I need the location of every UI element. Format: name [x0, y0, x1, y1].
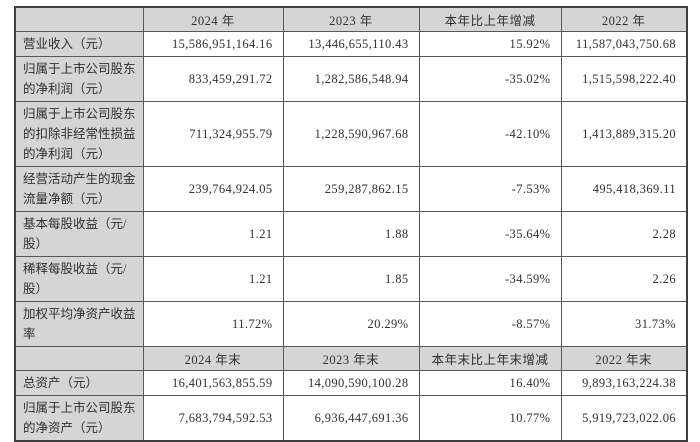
value-2022: 5,919,723,022.06 — [560, 395, 688, 442]
row-label: 经营活动产生的现金流量净额（元） — [14, 166, 144, 212]
value-2022: 2.28 — [560, 211, 688, 257]
value-change: 10.77% — [418, 395, 562, 442]
value-2024: 1.21 — [142, 211, 284, 257]
value-2023: 1.85 — [282, 256, 420, 302]
value-2023: 1,228,590,967.68 — [282, 101, 420, 167]
column-header-2022: 2022 年 — [560, 6, 688, 32]
column-header-2023-end: 2023 年末 — [282, 346, 420, 371]
row-label: 总资产（元） — [14, 370, 144, 396]
table-row-diluted-eps: 稀释每股收益（元/股） 1.21 1.85 -34.59% 2.26 — [14, 256, 688, 302]
value-2022: 11,587,043,750.68 — [560, 31, 688, 57]
value-2023: 1,282,586,548.94 — [282, 56, 420, 102]
value-2022: 495,418,369.11 — [560, 166, 688, 212]
row-label: 归属于上市公司股东的扣除非经常性损益的净利润（元） — [14, 101, 144, 167]
value-change: -34.59% — [418, 256, 562, 302]
financial-summary-table: 2024 年 2023 年 本年比上年增减 2022 年 营业收入（元） 15,… — [14, 6, 688, 442]
column-header-yearend-change: 本年末比上年末增减 — [418, 346, 562, 371]
value-change: -35.02% — [418, 56, 562, 102]
value-change: -7.53% — [418, 166, 562, 212]
header-row-annual: 2024 年 2023 年 本年比上年增减 2022 年 — [14, 6, 688, 32]
column-header-2024: 2024 年 — [142, 6, 284, 32]
value-2022: 1,413,889,315.20 — [560, 101, 688, 167]
value-2024: 239,764,924.05 — [142, 166, 284, 212]
header-row-year-end: 2024 年末 2023 年末 本年末比上年末增减 2022 年末 — [14, 346, 688, 371]
row-label: 归属于上市公司股东的净资产（元） — [14, 395, 144, 442]
table-row-basic-eps: 基本每股收益（元/股） 1.21 1.88 -35.64% 2.28 — [14, 211, 688, 257]
value-2022: 31.73% — [560, 301, 688, 347]
value-2024: 16,401,563,855.59 — [142, 370, 284, 396]
value-2023: 14,090,590,100.28 — [282, 370, 420, 396]
table-row-revenue: 营业收入（元） 15,586,951,164.16 13,446,655,110… — [14, 31, 688, 57]
value-2023: 259,287,862.15 — [282, 166, 420, 212]
table-row-weighted-avg-roe: 加权平均净资产收益率 11.72% 20.29% -8.57% 31.73% — [14, 301, 688, 347]
row-label: 基本每股收益（元/股） — [14, 211, 144, 257]
value-change: 15.92% — [418, 31, 562, 57]
table-row-total-assets: 总资产（元） 16,401,563,855.59 14,090,590,100.… — [14, 370, 688, 396]
corner-cell — [14, 346, 144, 371]
corner-cell — [14, 6, 144, 32]
value-2023: 6,936,447,691.36 — [282, 395, 420, 442]
value-2024: 15,586,951,164.16 — [142, 31, 284, 57]
value-2024: 711,324,955.79 — [142, 101, 284, 167]
report-page: 2024 年 2023 年 本年比上年增减 2022 年 营业收入（元） 15,… — [14, 6, 688, 442]
value-2023: 13,446,655,110.43 — [282, 31, 420, 57]
table-row-operating-cash-flow: 经营活动产生的现金流量净额（元） 239,764,924.05 259,287,… — [14, 166, 688, 212]
value-2022: 2.26 — [560, 256, 688, 302]
value-2023: 1.88 — [282, 211, 420, 257]
value-2023: 20.29% — [282, 301, 420, 347]
value-2024: 833,459,291.72 — [142, 56, 284, 102]
table-row-net-profit: 归属于上市公司股东的净利润（元） 833,459,291.72 1,282,58… — [14, 56, 688, 102]
table-row-net-assets: 归属于上市公司股东的净资产（元） 7,683,794,592.53 6,936,… — [14, 395, 688, 442]
value-change: -42.10% — [418, 101, 562, 167]
value-change: -8.57% — [418, 301, 562, 347]
table-row-net-profit-excl-nonrecurring: 归属于上市公司股东的扣除非经常性损益的净利润（元） 711,324,955.79… — [14, 101, 688, 167]
row-label: 稀释每股收益（元/股） — [14, 256, 144, 302]
value-2024: 7,683,794,592.53 — [142, 395, 284, 442]
row-label: 营业收入（元） — [14, 31, 144, 57]
row-label: 归属于上市公司股东的净利润（元） — [14, 56, 144, 102]
value-2024: 1.21 — [142, 256, 284, 302]
value-change: -35.64% — [418, 211, 562, 257]
column-header-yoy-change: 本年比上年增减 — [418, 6, 562, 32]
column-header-2023: 2023 年 — [282, 6, 420, 32]
row-label: 加权平均净资产收益率 — [14, 301, 144, 347]
value-change: 16.40% — [418, 370, 562, 396]
value-2024: 11.72% — [142, 301, 284, 347]
column-header-2024-end: 2024 年末 — [142, 346, 284, 371]
value-2022: 9,893,163,224.38 — [560, 370, 688, 396]
column-header-2022-end: 2022 年末 — [560, 346, 688, 371]
value-2022: 1,515,598,222.40 — [560, 56, 688, 102]
